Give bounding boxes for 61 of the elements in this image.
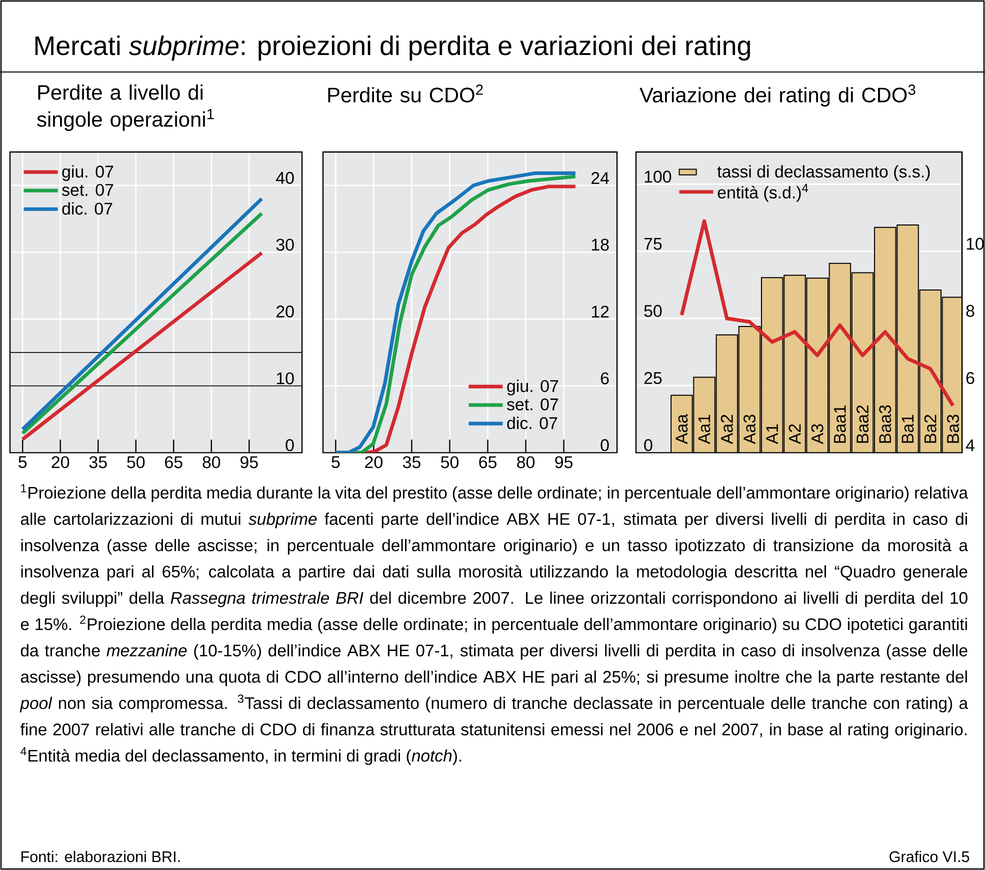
y-tick-label: 30 (276, 238, 294, 251)
x-tick-label: Baa1 (834, 405, 846, 443)
x-tick-label: 80 (202, 456, 220, 468)
x-tick-label: 80 (517, 456, 535, 468)
x-tick-label: Aa1 (698, 414, 710, 444)
legend-label: tassi di declassamento (s.s.) (717, 165, 930, 181)
x-tick-label: 95 (555, 456, 572, 468)
y-tick-label: 25 (644, 372, 662, 384)
y-tick-label: 20 (276, 306, 294, 318)
y-tick-label: 50 (644, 304, 662, 317)
x-tick-label: Ba2 (924, 414, 936, 443)
x-tick-label: 95 (240, 456, 258, 468)
x-tick-label: Aa2 (720, 414, 733, 444)
x-tick-label: Ba1 (902, 414, 914, 443)
x-tick-label: Baa3 (879, 405, 892, 443)
chart-title: Perdite su CDO$^{2}$ (328, 84, 483, 102)
x-tick-label: Aaa (676, 414, 688, 444)
text: Mercati subprime: proiezioni di perdita e variazioni dei rating (35, 35, 750, 61)
y-tick-label: 10 (276, 372, 294, 384)
x-tick-label: Ba3 (946, 414, 959, 443)
text: Fonti: elaborazioni BRI. (21, 850, 180, 862)
x-tick-label: A1 (766, 424, 778, 444)
y-tick-label: 0 (644, 439, 652, 452)
y-tick-label: 6 (600, 372, 609, 384)
x-tick-label: 20 (52, 456, 70, 468)
x-tick-label: 50 (440, 456, 458, 468)
y-tick-label: 24 (592, 172, 609, 184)
x-tick-label: A3 (811, 424, 824, 444)
legend-label: set. 07 (506, 398, 558, 410)
legend-label: dic. 07 (62, 202, 112, 215)
text: $^{1}$Proiezione della perdita media durante la vita del prestito (asse delle ordinate; in percentuale dell’ammontare originario) relativa alle cartolarizzazioni di mutui subprime facenti parte dell’indice ABX HE 07-1, stimata per diversi livelli di perdita in caso di insolvenza (asse delle ascisse; in percentuale dell’ammontare originario) e un tasso ipotizzato di transizione da morosità a insolvenza pari al 65%; calcolata a partire dai dati sulla morosità utilizzando la metodologia descritta nel “Quadro generale degli sviluppi” della Rassegna trimestrale BRI del dicembre 2007. Le linee orizzontali corrispondono ai livelli di perdita del 10 e 15%. $^{2}$Proiezione della perdita media (asse delle ordinate; in percentuale dell’ammontare originario) su CDO ipotetici garantiti da tranche mezzanine (10-15%) dell’indice ABX HE 07-1, stimata per diversi livelli di perdita in caso di insolvenza (asse delle ascisse) presumendo una quota di CDO all’interno dell’indice ABX HE pari al 25%; si presume inoltre che la parte restante del pool non sia compromessa. $^{3}$Tassi di declassamento (numero di tranche declassate in percentuale delle tranche con rating) a fine 2007 relativi alle tranche di CDO di finanza strutturata statunitensi emessi nel 2006 e nel 2007, in base al rating originario. $^{4}$Entità media del declassamento, in termini di gradi (notch). (20, 484, 968, 765)
x-tick-label: 35 (89, 456, 107, 468)
x-tick-label: 5 (332, 456, 340, 468)
x-tick-label: 65 (165, 456, 182, 468)
y2-tick-label: 6 (966, 372, 974, 384)
y-tick-label: 75 (644, 238, 662, 250)
text: Grafico VI.5 (890, 850, 970, 862)
x-tick-label: 5 (18, 456, 27, 468)
x-tick-label: A2 (788, 424, 801, 444)
legend-label: giu. 07 (507, 380, 558, 396)
y2-tick-label: 8 (966, 304, 974, 317)
y-tick-label: 0 (286, 439, 294, 452)
y-tick-label: 12 (592, 306, 609, 318)
y2-tick-label: 10 (966, 238, 984, 250)
chart-title: Perdite a livello di singole operazioni$^{1}$ (37, 84, 214, 131)
x-tick-label: 35 (402, 456, 420, 468)
legend-label: giu. 07 (62, 165, 114, 181)
legend-label: dic. 07 (507, 416, 558, 430)
x-tick-label: Baa2 (856, 405, 869, 443)
legend-label: entità (s.d.)$^{4}$ (718, 184, 808, 202)
y2-tick-label: 4 (966, 440, 974, 452)
legend-label: set. 07 (62, 184, 114, 196)
y-tick-label: 40 (276, 172, 294, 184)
y-tick-label: 100 (644, 170, 672, 183)
x-tick-label: 65 (479, 456, 496, 468)
x-tick-label: Aa3 (744, 414, 756, 444)
y-tick-label: 18 (592, 238, 609, 251)
x-tick-label: 20 (365, 456, 382, 468)
y-tick-label: 0 (600, 439, 609, 452)
chart-title: Variazione dei rating di CDO$^{3}$ (640, 84, 916, 107)
x-tick-label: 50 (127, 456, 145, 468)
